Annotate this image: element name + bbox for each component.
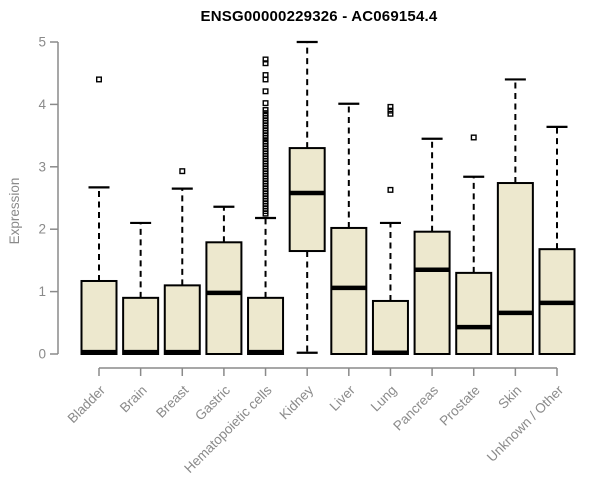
iqr-box [288,147,326,253]
box-unknown-other [538,125,576,355]
iqr-box [413,230,451,355]
iqr-box [455,271,493,356]
y-tick-label: 4 [38,97,46,112]
y-tick-label: 3 [38,159,46,174]
outlier-point [470,134,477,141]
iqr-box [163,284,201,355]
outlier-point [262,72,269,79]
outlier-point [262,107,269,114]
x-tick-label-pancreas: Pancreas [390,382,441,433]
outlier-point [262,56,269,63]
outlier-point [262,60,269,67]
outlier-point [262,110,269,117]
x-tick-label-lung: Lung [368,383,400,415]
chart-title: ENSG00000229326 - AC069154.4 [200,8,438,25]
outlier-point [262,138,269,145]
y-tick-label: 0 [38,347,46,362]
box-hematopoietic-cells [247,56,285,355]
x-tick-label-kidney: Kidney [277,382,317,422]
box-skin [496,78,534,355]
x-tick-label-gastric: Gastric [192,382,233,423]
outlier-point [387,107,394,114]
outlier-point [95,76,102,83]
box-kidney [288,40,326,354]
box-pancreas [413,137,451,355]
x-tick-label-prostate: Prostate [437,383,483,429]
box-liver [330,102,368,355]
x-tick-label-breast: Breast [153,382,191,420]
x-tick-label-liver: Liver [327,382,359,414]
box-prostate [455,134,493,356]
outlier-point [387,103,394,110]
box-bladder [80,76,118,356]
x-tick-label-bladder: Bladder [65,382,109,426]
y-tick-label: 5 [38,35,46,50]
x-tick-label-skin: Skin [495,383,524,412]
x-tick-label-brain: Brain [117,383,150,416]
iqr-box [371,299,409,355]
outlier-point [387,110,394,117]
outlier-point [262,100,269,107]
iqr-box [496,182,534,355]
y-tick-label: 2 [38,222,46,237]
outlier-point [179,168,186,175]
box-gastric [205,205,243,355]
outlier-point [387,186,394,193]
iqr-box [247,296,285,355]
x-tick-label-unknown-other: Unknown / Other [484,382,567,465]
y-tick-label: 1 [38,284,46,299]
outlier-point [262,88,269,95]
iqr-box [80,279,118,356]
iqr-box [122,296,160,355]
box-brain [122,221,160,355]
iqr-box [205,241,243,355]
box-lung [371,103,409,356]
box-breast [163,168,201,355]
iqr-box [330,226,368,355]
